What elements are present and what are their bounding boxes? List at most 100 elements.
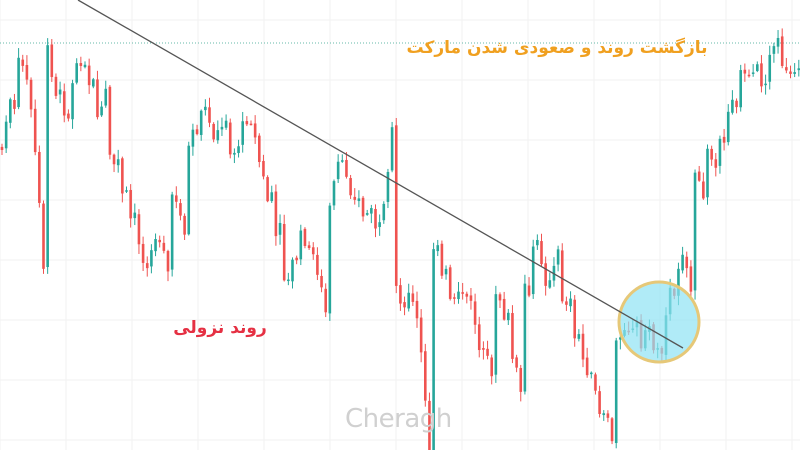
candle-body bbox=[544, 263, 547, 286]
candle-body bbox=[278, 222, 282, 235]
candle-body bbox=[590, 372, 593, 375]
candle-body bbox=[677, 268, 680, 296]
candle-body bbox=[83, 64, 87, 68]
candle-body bbox=[116, 159, 120, 166]
candle-body bbox=[133, 212, 137, 219]
candle-body bbox=[565, 301, 568, 305]
candle-body bbox=[150, 250, 153, 267]
candle-body bbox=[262, 160, 265, 177]
candle-body bbox=[428, 400, 431, 450]
candle-body bbox=[477, 324, 481, 351]
candle-body bbox=[577, 334, 581, 339]
candle-body bbox=[469, 295, 473, 301]
candle-body bbox=[29, 79, 33, 110]
candle-body bbox=[154, 239, 157, 252]
candle-body bbox=[685, 256, 689, 269]
candle-body bbox=[718, 138, 722, 166]
candle-body bbox=[419, 317, 423, 353]
candle-body bbox=[731, 99, 734, 113]
candle-body bbox=[71, 83, 74, 120]
candle-body bbox=[619, 337, 622, 340]
breakout-highlight-circle bbox=[617, 280, 701, 364]
candles bbox=[0, 28, 800, 450]
candle-body bbox=[96, 79, 99, 118]
candle-body bbox=[361, 197, 365, 217]
candle-body bbox=[220, 126, 224, 130]
candle-body bbox=[245, 121, 249, 125]
candle-body bbox=[502, 298, 506, 320]
candle-body bbox=[602, 413, 606, 416]
candle-body bbox=[328, 205, 332, 314]
candle-body bbox=[573, 299, 576, 339]
candle-body bbox=[58, 89, 62, 95]
candle-body bbox=[697, 171, 701, 181]
watermark-logo: Cheragh bbox=[345, 404, 452, 434]
candle-body bbox=[129, 189, 132, 219]
candle-body bbox=[187, 145, 191, 235]
candle-body bbox=[569, 298, 572, 307]
candle-body bbox=[710, 148, 713, 160]
candle-body bbox=[249, 123, 253, 126]
candle-body bbox=[345, 159, 348, 177]
candle-body bbox=[473, 301, 477, 325]
candle-body bbox=[756, 64, 759, 72]
candle-body bbox=[33, 108, 37, 153]
candle-body bbox=[320, 275, 323, 288]
candle-body bbox=[87, 65, 91, 86]
candle-body bbox=[75, 63, 78, 83]
candle-body bbox=[793, 72, 796, 74]
candle-body bbox=[241, 121, 244, 145]
candle-body bbox=[224, 120, 228, 128]
candle-body bbox=[693, 172, 697, 291]
candle-body bbox=[776, 37, 780, 47]
candle-body bbox=[349, 178, 352, 196]
candle-body bbox=[162, 242, 166, 251]
candle-body bbox=[424, 351, 427, 401]
candle-body bbox=[353, 196, 357, 200]
candle-body bbox=[540, 241, 543, 265]
candle-body bbox=[743, 69, 747, 74]
candle-body bbox=[598, 391, 601, 414]
candle-body bbox=[316, 254, 319, 275]
candle-body bbox=[523, 283, 527, 392]
candle-body bbox=[112, 154, 116, 165]
candle-body bbox=[25, 65, 29, 80]
candle-body bbox=[295, 257, 298, 261]
candle-body bbox=[199, 110, 203, 135]
candle-body bbox=[382, 203, 386, 221]
candle-body bbox=[141, 243, 145, 263]
candle-body bbox=[4, 121, 8, 149]
candle-body bbox=[374, 208, 377, 229]
candle-body bbox=[399, 285, 402, 304]
candle-body bbox=[486, 348, 489, 356]
candle-body bbox=[137, 214, 141, 245]
candle-body bbox=[0, 146, 4, 150]
candle-body bbox=[702, 181, 705, 199]
candle-body bbox=[780, 36, 784, 66]
candle-body bbox=[722, 136, 726, 143]
candle-body bbox=[726, 111, 730, 143]
candle-body bbox=[531, 246, 535, 295]
candle-body bbox=[341, 160, 344, 162]
candle-body bbox=[179, 203, 182, 216]
candle-body bbox=[411, 293, 415, 302]
candle-body bbox=[212, 123, 215, 140]
candle-body bbox=[195, 129, 199, 135]
candle-body bbox=[515, 357, 518, 368]
candle-body bbox=[13, 99, 16, 109]
candle-body bbox=[125, 190, 128, 192]
candle-body bbox=[606, 413, 610, 418]
candle-body bbox=[166, 250, 170, 272]
candle-body bbox=[407, 292, 410, 309]
candle-body bbox=[760, 63, 763, 87]
candle-body bbox=[614, 340, 618, 444]
candle-body bbox=[507, 312, 510, 321]
candle-body bbox=[228, 122, 232, 155]
candle-body bbox=[482, 348, 485, 350]
candle-body bbox=[9, 99, 12, 123]
candle-body bbox=[581, 333, 585, 360]
candle-body bbox=[403, 302, 406, 308]
candle-body bbox=[548, 280, 552, 288]
candle-body bbox=[258, 135, 261, 162]
candle-body bbox=[747, 74, 751, 77]
